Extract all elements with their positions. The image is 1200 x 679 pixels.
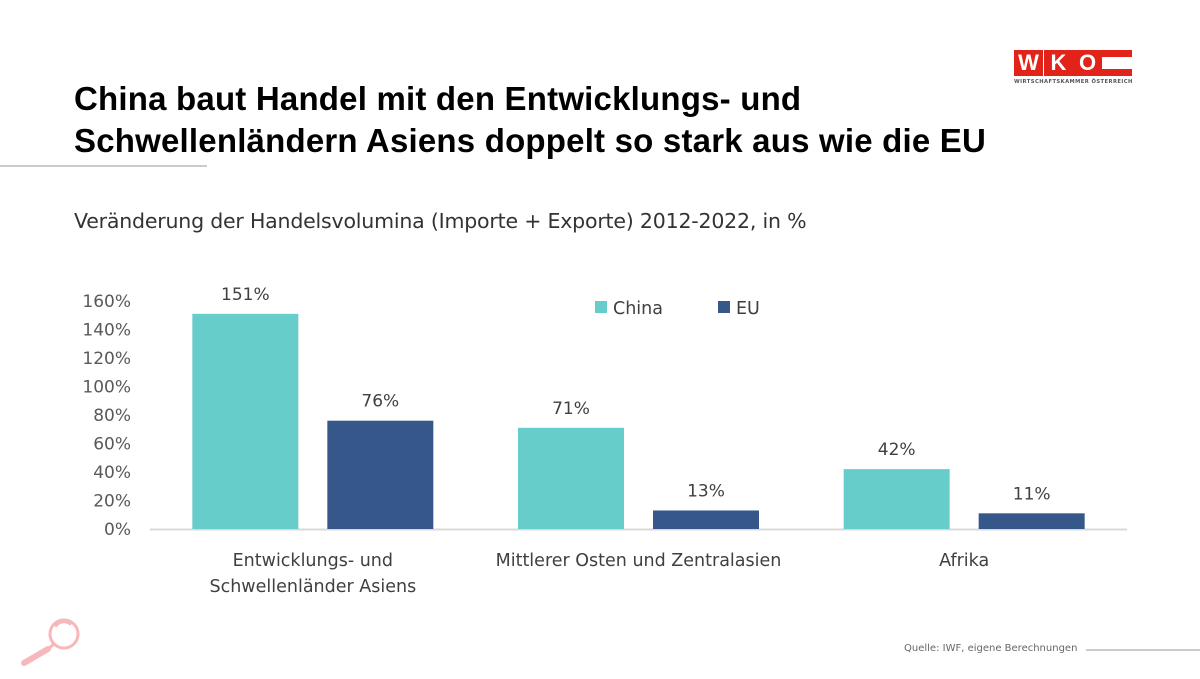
y-tick-label: 80% [93,406,131,426]
legend-swatch-eu [718,301,730,313]
category-label: Entwicklungs- und [233,551,393,571]
y-tick-label: 60% [93,435,131,455]
y-tick-label: 120% [82,349,131,369]
value-label: 13% [687,481,725,501]
y-tick-label: 140% [82,321,131,341]
y-tick-label: 0% [104,520,131,540]
logo-letter-o: O [1073,50,1102,76]
logo-letter-k: K [1044,50,1073,76]
bar-eu [327,420,434,529]
legend-swatch-china [595,301,607,313]
y-axis: 0% 20% 40% 60% 80% 100% 120% 140% 160% [82,292,131,540]
logo-letter-w: W [1014,50,1043,76]
logo-tagline: WIRTSCHAFTSKAMMER ÖSTERREICH [1014,79,1133,85]
y-tick-label: 20% [93,492,131,512]
bar-china [518,427,624,529]
y-tick-label: 160% [82,292,131,312]
category-label: Afrika [939,551,989,571]
source-note: Quelle: IWF, eigene Berechnungen [904,643,1078,654]
page-title-line-1: China baut Handel mit den Entwicklungs- … [74,80,802,117]
bar-china [843,469,950,529]
category-label: Mittlerer Osten und Zentralasien [496,551,782,571]
category-label: Schwellenländer Asiens [209,577,416,597]
bar-eu [653,510,759,529]
logo-flag-bottom [1102,69,1132,76]
value-label: 76% [361,392,399,412]
page-title: China baut Handel mit den Entwicklungs- … [74,78,1074,162]
page-title-line-2: Schwellenländern Asiens doppelt so stark… [74,122,987,159]
value-label: 71% [552,399,590,419]
value-label: 11% [1013,484,1051,504]
bars [192,313,1085,529]
logo-flag-top [1102,50,1132,57]
title-divider [0,165,207,167]
magnifier-icon [21,618,80,666]
wko-logo: W K O WIRTSCHAFTSKAMMER ÖSTERREICH [1014,50,1132,92]
value-label: 42% [878,440,916,460]
chart-title: Veränderung der Handelsvolumina (Importe… [74,209,807,233]
value-labels: 151% 76% 71% 13% 42% 11% [221,285,1051,505]
source-divider [1086,649,1200,651]
y-tick-label: 40% [93,463,131,483]
legend-label-china: China [613,299,663,319]
bar-eu [978,513,1085,529]
y-tick-label: 100% [82,378,131,398]
value-label: 151% [221,285,270,305]
legend-label-eu: EU [736,299,760,319]
bar-china [192,313,299,529]
legend: China EU [595,299,760,319]
category-labels: Entwicklungs- und Schwellenländer Asiens M… [209,551,989,597]
